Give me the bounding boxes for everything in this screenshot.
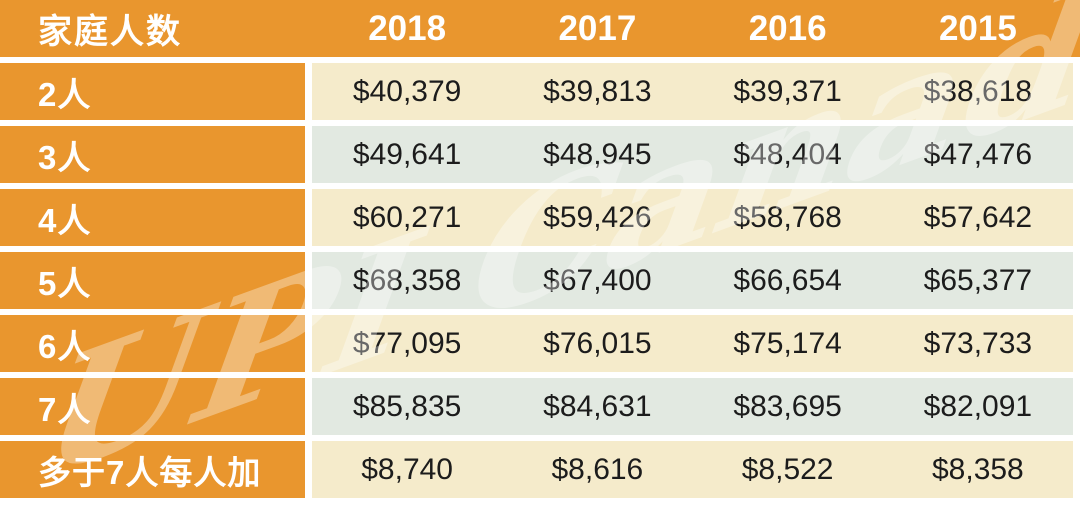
row-label: 2人 [0, 63, 305, 120]
value-cell: $85,835 [352, 389, 462, 423]
header-year-2015: 2015 [938, 8, 1017, 48]
column-divider [305, 189, 312, 246]
row-label: 多于7人每人加 [0, 441, 305, 498]
table-row: 多于7人每人加 $8,740 $8,616 $8,522 $8,358 [0, 441, 1073, 498]
table-header-row: 家庭人数 2018 2017 2016 2015 [0, 0, 1080, 57]
value-cell: $66,654 [733, 263, 842, 297]
value-cell: $58,768 [733, 200, 842, 234]
header-family-size: 家庭人数 [38, 13, 182, 51]
column-divider [305, 63, 312, 120]
value-cell: $65,377 [923, 263, 1033, 297]
column-divider [305, 252, 312, 309]
table-row: 2人 $40,379 $39,813 $39,371 $38,618 [0, 63, 1073, 120]
value-cell: $39,813 [543, 74, 652, 108]
row-values: $85,835 $84,631 $83,695 $82,091 [312, 378, 1073, 435]
column-divider [305, 378, 312, 435]
row-values: $60,271 $59,426 $58,768 $57,642 [312, 189, 1073, 246]
value-cell: $83,695 [733, 389, 842, 423]
header-year-2018: 2018 [368, 8, 447, 48]
column-divider [305, 315, 312, 372]
value-cell: $76,015 [543, 326, 652, 360]
value-cell: $39,371 [733, 74, 842, 108]
value-cell: $57,642 [923, 200, 1033, 234]
table-row: 6人 $77,095 $76,015 $75,174 $73,733 [0, 315, 1073, 372]
row-label: 5人 [0, 252, 305, 309]
table-row: 4人 $60,271 $59,426 $58,768 $57,642 [0, 189, 1073, 246]
row-values: $68,358 $67,400 $66,654 $65,377 [312, 252, 1073, 309]
value-cell: $40,379 [352, 74, 462, 108]
value-cell: $8,740 [361, 452, 453, 486]
value-cell: $48,404 [733, 137, 842, 171]
value-cell: $60,271 [352, 200, 462, 234]
row-label: 4人 [0, 189, 305, 246]
row-values: $40,379 $39,813 $39,371 $38,618 [312, 63, 1073, 120]
value-cell: $49,641 [352, 137, 462, 171]
value-cell: $67,400 [543, 263, 652, 297]
value-cell: $77,095 [352, 326, 462, 360]
header-year-2016: 2016 [748, 8, 827, 48]
row-label: 7人 [0, 378, 305, 435]
value-cell: $75,174 [733, 326, 842, 360]
value-cell: $82,091 [923, 389, 1033, 423]
value-cell: $8,358 [931, 452, 1024, 486]
value-cell: $59,426 [543, 200, 652, 234]
value-cell: $48,945 [543, 137, 652, 171]
value-cell: $8,522 [741, 452, 834, 486]
header-year-2017: 2017 [558, 8, 637, 48]
row-values: $77,095 $76,015 $75,174 $73,733 [312, 315, 1073, 372]
value-cell: $8,616 [551, 452, 644, 486]
value-cell: $84,631 [543, 389, 652, 423]
column-divider [305, 126, 312, 183]
value-cell: $47,476 [923, 137, 1033, 171]
value-cell: $68,358 [352, 263, 462, 297]
row-values: $8,740 $8,616 $8,522 $8,358 [312, 441, 1073, 498]
row-values: $49,641 $48,945 $48,404 $47,476 [312, 126, 1073, 183]
row-label: 3人 [0, 126, 305, 183]
row-label: 6人 [0, 315, 305, 372]
table-row: 7人 $85,835 $84,631 $83,695 $82,091 [0, 378, 1073, 435]
value-cell: $38,618 [923, 74, 1033, 108]
column-divider [305, 441, 312, 498]
table-row: 5人 $68,358 $67,400 $66,654 $65,377 [0, 252, 1073, 309]
table-row: 3人 $49,641 $48,945 $48,404 $47,476 [0, 126, 1073, 183]
value-cell: $73,733 [923, 326, 1033, 360]
